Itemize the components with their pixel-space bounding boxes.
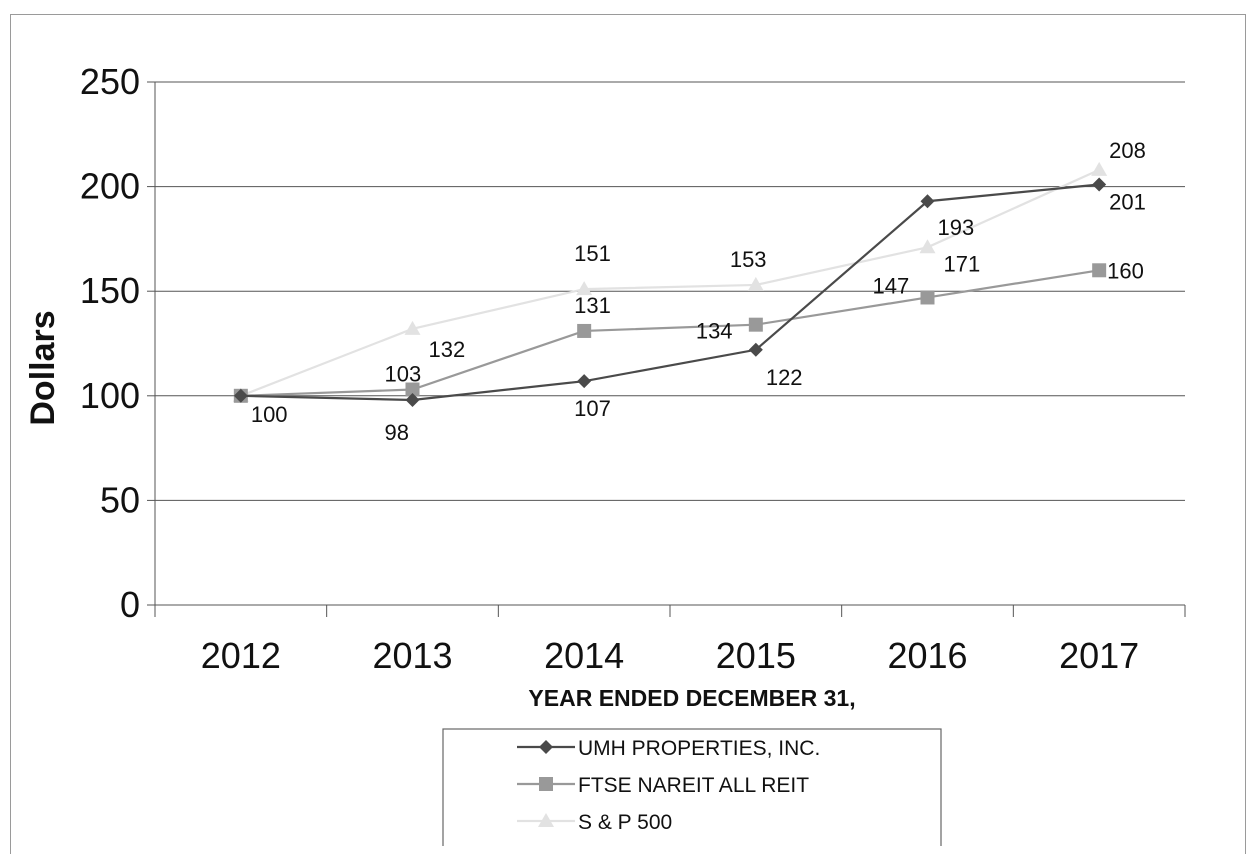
legend-box: [442, 728, 942, 846]
data-point: [920, 290, 935, 305]
data-label: 134: [696, 319, 733, 344]
legend-label: UMH PROPERTIES, INC.: [578, 737, 820, 760]
series-lines: [232, 161, 1108, 407]
data-label: 160: [1107, 258, 1144, 283]
x-tick-label: 2013: [372, 635, 452, 676]
data-point: [233, 388, 248, 403]
legend-entry: UMH PROPERTIES, INC.: [517, 737, 820, 760]
data-label: 100: [251, 402, 288, 427]
gridlines: [155, 81, 1185, 501]
data-label: 147: [873, 273, 910, 298]
data-point: [577, 323, 592, 338]
data-point: [577, 374, 592, 389]
y-tick-label: 150: [80, 270, 140, 311]
x-axis-title: YEAR ENDED DECEMBER 31,: [528, 685, 855, 711]
legend-marker: [538, 813, 554, 827]
data-label: 208: [1109, 138, 1146, 163]
data-point: [1091, 161, 1108, 176]
x-tick-label: 2012: [201, 635, 281, 676]
data-point: [748, 342, 763, 357]
series-0: [233, 177, 1107, 407]
data-label: 151: [574, 241, 611, 266]
data-point: [1092, 177, 1107, 192]
legend-entry: S & P 500: [517, 811, 672, 834]
y-tick-label: 100: [80, 375, 140, 416]
data-label: 132: [429, 337, 466, 362]
data-label: 171: [944, 251, 981, 276]
data-labels: 100 98 107 122 193 201 103 131 134 147 160 132 151 15…: [251, 138, 1146, 445]
legend-marker: [539, 777, 553, 791]
data-label: 98: [385, 420, 409, 445]
data-label: 201: [1109, 190, 1146, 215]
data-point: [748, 317, 763, 332]
data-point: [405, 392, 420, 407]
data-point: [747, 276, 764, 291]
x-tick-label: 2014: [544, 635, 624, 676]
y-tick-labels: 0 50 100 150 200 250: [80, 61, 140, 625]
x-tick-label: 2016: [887, 635, 967, 676]
data-point: [919, 239, 936, 254]
data-label: 103: [385, 362, 422, 387]
data-label: 107: [574, 396, 611, 421]
y-tick-label: 200: [80, 166, 140, 207]
data-label: 122: [766, 365, 803, 390]
chart-frame: [10, 14, 1246, 854]
legend-entry: FTSE NAREIT ALL REIT: [517, 774, 809, 797]
legend: UMH PROPERTIES, INC. FTSE NAREIT ALL REIT…: [442, 728, 942, 846]
series-line: [240, 269, 1100, 397]
data-label: 131: [574, 293, 611, 318]
x-tick-labels: 2012 2013 2014 2015 2016 2017: [201, 635, 1139, 676]
data-point: [920, 194, 935, 209]
data-label: 193: [938, 215, 975, 240]
y-tick-label: 0: [120, 584, 140, 625]
axes: [147, 81, 1186, 617]
x-tick-label: 2017: [1059, 635, 1139, 676]
y-tick-label: 50: [100, 479, 140, 520]
data-point: [405, 382, 420, 397]
legend-label: FTSE NAREIT ALL REIT: [578, 774, 809, 797]
legend-label: S & P 500: [578, 811, 672, 834]
series-1: [233, 263, 1107, 403]
y-axis-title: Dollars: [24, 310, 62, 425]
data-point: [576, 281, 593, 296]
data-point: [404, 320, 421, 335]
data-label: 153: [730, 247, 767, 272]
y-tick-label: 250: [80, 61, 140, 102]
legend-marker: [539, 740, 553, 754]
series-line: [240, 168, 1100, 397]
series-line: [240, 183, 1100, 402]
data-point: [1092, 263, 1107, 278]
x-tick-label: 2015: [716, 635, 796, 676]
